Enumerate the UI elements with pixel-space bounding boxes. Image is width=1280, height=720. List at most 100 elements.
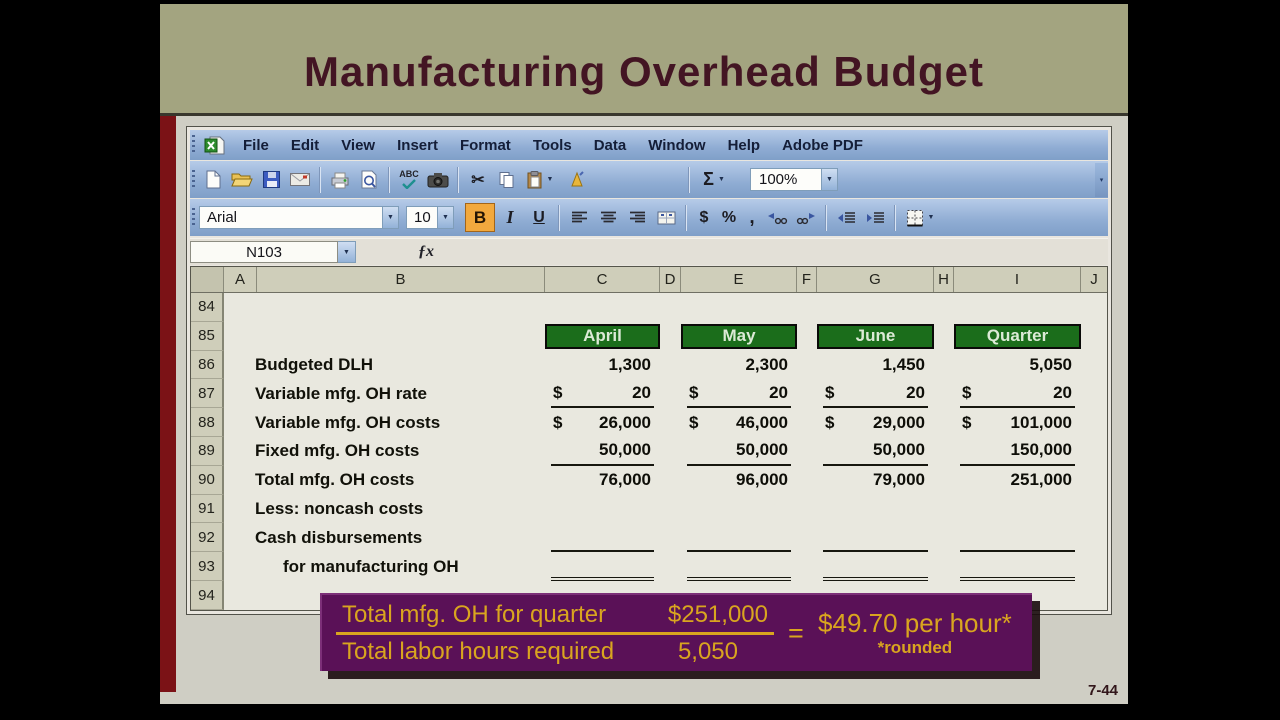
cell[interactable] [681,495,797,524]
column-header-g[interactable]: G [817,267,934,292]
underline-button[interactable]: U [533,208,545,226]
cut-button[interactable]: ✂ [464,166,492,194]
cell[interactable]: $101,000 [962,412,1072,432]
cell[interactable] [660,379,681,408]
cell[interactable] [934,466,954,495]
borders-button[interactable] [901,204,943,232]
cell[interactable] [660,552,681,581]
menu-view[interactable]: View [341,136,376,154]
cell[interactable] [797,495,817,524]
row-header-94[interactable]: 94 [191,581,224,610]
cell[interactable] [934,379,954,408]
cell[interactable] [1081,523,1107,552]
cell[interactable] [1081,437,1107,466]
cell[interactable] [681,552,797,582]
name-box[interactable]: N103 [190,241,338,263]
email-button[interactable] [286,166,314,194]
cell[interactable] [1081,552,1107,581]
cell[interactable] [934,437,954,466]
toolbar-grip[interactable] [192,207,195,228]
column-header-j[interactable]: J [1090,270,1098,288]
month-header-june[interactable]: June [817,323,934,349]
menu-help[interactable]: Help [727,136,761,154]
autosum-dropdown[interactable] [714,166,729,194]
column-header-d[interactable]: D [660,267,681,292]
cell[interactable]: 96,000 [736,470,788,490]
row-header-91[interactable]: 91 [191,494,224,524]
cell[interactable] [934,523,954,552]
comma-style-button[interactable]: , [749,206,755,228]
cell[interactable] [817,552,934,582]
menu-edit[interactable]: Edit [290,136,320,154]
menu-format[interactable]: Format [459,136,511,154]
row-header-93[interactable]: 93 [191,552,224,582]
merge-center-button[interactable] [652,204,680,232]
cell[interactable] [797,322,817,351]
cell[interactable]: 79,000 [873,470,925,490]
autosum-button[interactable]: Σ [695,166,737,194]
spelling-button[interactable]: ABC [395,166,423,194]
cell[interactable] [1081,408,1107,437]
font-size-combo[interactable]: 10 [406,206,454,229]
cell[interactable] [660,351,681,380]
menu-data[interactable]: Data [593,136,627,154]
row-label[interactable]: Variable mfg. OH costs [255,412,441,432]
row-header-92[interactable]: 92 [191,523,224,553]
row-header-89[interactable]: 89 [191,437,224,466]
cell[interactable]: April [545,322,660,351]
cell[interactable] [934,322,954,351]
bold-button[interactable]: B [465,203,495,232]
copy-button[interactable] [493,166,521,194]
cell[interactable] [660,293,681,322]
cell[interactable] [1081,293,1107,322]
cell[interactable]: $20 [545,379,660,409]
row-header-85[interactable]: 85 [191,321,224,351]
toolbar-grip[interactable] [192,169,195,190]
cell[interactable] [681,293,797,322]
cell[interactable] [954,552,1081,582]
month-header-quarter[interactable]: Quarter [954,323,1081,349]
cell[interactable] [1081,351,1107,380]
decrease-decimal-button[interactable] [792,204,820,232]
borders-dropdown[interactable] [924,204,939,232]
cell[interactable] [934,552,954,581]
open-file-button[interactable] [228,166,256,194]
cell[interactable] [797,437,817,466]
format-painter-button[interactable] [563,166,591,194]
cell[interactable] [660,437,681,466]
row-label[interactable]: Total mfg. OH costs [255,470,415,490]
cell[interactable]: June [817,322,934,351]
toolbar-grip[interactable] [192,135,195,155]
font-size-dropdown[interactable] [437,207,453,228]
row-header-84[interactable]: 84 [191,292,224,322]
cell[interactable]: 2,300 [745,354,788,374]
increase-decimal-button[interactable] [763,204,791,232]
cell[interactable] [660,495,681,524]
insert-function-button[interactable]: ƒx [418,243,434,260]
cell[interactable] [797,523,817,552]
menu-file[interactable]: File [243,136,269,154]
cell[interactable] [817,293,934,322]
cell[interactable] [681,523,797,553]
row-label[interactable]: for manufacturing OH [283,556,459,576]
column-header-c[interactable]: C [545,267,660,292]
cell[interactable]: 5,050 [1029,354,1072,374]
cell[interactable] [545,293,660,322]
cell[interactable] [817,495,934,524]
cell[interactable] [660,322,681,351]
column-header-f[interactable]: F [797,267,817,292]
cell[interactable]: 50,000 [817,437,934,466]
cell[interactable]: $26,000 [553,412,651,432]
row-header-88[interactable]: 88 [191,408,224,437]
align-left-button[interactable] [565,204,593,232]
cell[interactable] [797,379,817,408]
cell[interactable] [797,408,817,437]
increase-indent-button[interactable] [861,204,889,232]
column-header-i[interactable]: I [954,267,1081,292]
row-header-90[interactable]: 90 [191,465,224,495]
cell[interactable]: 251,000 [1010,470,1072,490]
paste-dropdown[interactable] [543,166,558,194]
cell[interactable]: Quarter [954,322,1081,351]
cell[interactable]: 150,000 [954,437,1081,466]
cell[interactable]: 76,000 [599,470,651,490]
